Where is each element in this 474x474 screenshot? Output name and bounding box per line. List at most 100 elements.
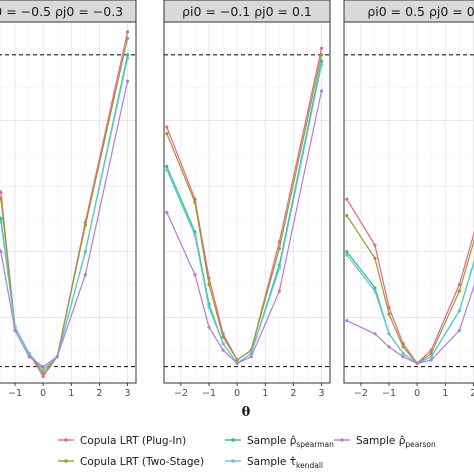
x-tick-label: 2 bbox=[470, 388, 474, 399]
data-point bbox=[429, 355, 433, 359]
legend-item: Sample τ̂kendall bbox=[225, 456, 323, 470]
data-point bbox=[401, 355, 405, 359]
panel-background bbox=[0, 22, 136, 383]
data-point bbox=[27, 355, 31, 359]
data-point bbox=[345, 214, 349, 218]
data-point bbox=[165, 168, 169, 172]
data-point bbox=[207, 282, 211, 287]
legend-label: Sample τ̂kendall bbox=[247, 456, 323, 470]
data-point bbox=[0, 197, 3, 201]
legend-key-point bbox=[231, 438, 235, 442]
data-point bbox=[193, 233, 197, 237]
data-point bbox=[277, 266, 281, 270]
facet-strip bbox=[0, 0, 137, 23]
x-axis-title: θ bbox=[242, 405, 251, 420]
facet-strip-label: ρi0 = −0.1 ρj0 = 0.1 bbox=[182, 4, 312, 19]
legend-key-point bbox=[231, 459, 235, 463]
data-point bbox=[41, 374, 45, 379]
data-point bbox=[83, 273, 87, 277]
data-point bbox=[429, 358, 433, 362]
data-point bbox=[457, 289, 461, 293]
series-line bbox=[0, 80, 129, 368]
data-point bbox=[457, 282, 461, 287]
legend: Copula LRT (Plug-In) Copula LRT (Two-Stag… bbox=[58, 435, 436, 470]
facet-strip-label: ρi0 = −0.5 ρj0 = −0.3 bbox=[0, 4, 123, 19]
data-point bbox=[429, 351, 433, 356]
facet-strip bbox=[343, 0, 474, 23]
x-tick-label: 1 bbox=[442, 388, 448, 399]
data-point bbox=[193, 273, 197, 277]
data-point bbox=[249, 355, 253, 359]
legend-label: Copula LRT (Two-Stage) bbox=[80, 456, 204, 468]
legend-key-point bbox=[64, 459, 68, 463]
data-point bbox=[0, 191, 3, 195]
data-point bbox=[41, 368, 45, 372]
x-tick-label: 2 bbox=[96, 388, 102, 399]
data-point bbox=[13, 328, 17, 333]
x-tick-label: −2 bbox=[174, 388, 188, 399]
legend-key-point bbox=[64, 438, 68, 442]
data-point bbox=[319, 89, 324, 93]
legend-item: Copula LRT (Two-Stage) bbox=[58, 456, 204, 468]
data-point bbox=[0, 217, 3, 221]
x-tick-label: −1 bbox=[202, 388, 216, 399]
panel-background bbox=[164, 22, 330, 383]
series-line bbox=[346, 215, 474, 365]
series-line bbox=[166, 48, 323, 361]
x-tick-label: 1 bbox=[68, 388, 74, 399]
data-point bbox=[401, 345, 405, 349]
series-line bbox=[166, 90, 323, 365]
data-point bbox=[165, 210, 169, 214]
x-tick-label: 3 bbox=[125, 388, 131, 399]
data-point bbox=[387, 345, 391, 349]
series-line bbox=[166, 54, 323, 361]
data-point bbox=[319, 46, 324, 50]
series-line bbox=[346, 254, 474, 364]
data-point bbox=[55, 355, 59, 359]
data-point bbox=[373, 332, 377, 336]
data-point bbox=[387, 332, 391, 336]
data-point bbox=[457, 309, 461, 313]
data-point bbox=[165, 164, 169, 168]
data-point bbox=[235, 358, 239, 362]
data-point bbox=[193, 200, 197, 205]
data-point bbox=[345, 319, 349, 323]
data-point bbox=[207, 325, 211, 329]
data-point bbox=[125, 36, 130, 41]
panel: ρi0 = −0.1 ρj0 = 0.1 −2 −1 0 1 2 3 bbox=[163, 0, 331, 399]
legend-label: Sample ρ̂pearson bbox=[356, 435, 436, 449]
data-point bbox=[277, 246, 281, 251]
data-point bbox=[221, 335, 225, 339]
data-point bbox=[125, 30, 130, 34]
data-point bbox=[125, 79, 130, 83]
legend-key-point bbox=[340, 438, 344, 442]
legend-label: Sample ρ̂spearman bbox=[247, 435, 334, 449]
x-tick-label: 0 bbox=[40, 388, 46, 399]
data-point bbox=[415, 361, 419, 365]
data-point bbox=[373, 286, 377, 290]
legend-label: Copula LRT (Plug-In) bbox=[80, 435, 186, 447]
data-point bbox=[125, 56, 130, 60]
series-line bbox=[346, 284, 474, 364]
x-tick-label: 0 bbox=[234, 388, 240, 399]
x-tick-label: −1 bbox=[382, 388, 396, 399]
series-line bbox=[166, 64, 323, 365]
x-tick-label: 1 bbox=[262, 388, 268, 399]
data-point bbox=[207, 305, 211, 310]
data-point bbox=[83, 250, 87, 254]
data-point bbox=[401, 351, 405, 356]
data-point bbox=[221, 348, 225, 352]
data-point bbox=[319, 63, 324, 67]
legend-item: Copula LRT (Plug-In) bbox=[58, 435, 186, 447]
data-point bbox=[235, 361, 239, 365]
data-point bbox=[221, 342, 225, 346]
data-point bbox=[373, 243, 377, 247]
series-line bbox=[346, 198, 474, 365]
data-point bbox=[165, 125, 169, 129]
x-tick-label: 2 bbox=[290, 388, 296, 399]
data-point bbox=[373, 256, 377, 260]
data-point bbox=[277, 289, 281, 293]
x-tick-label: 3 bbox=[319, 388, 325, 399]
